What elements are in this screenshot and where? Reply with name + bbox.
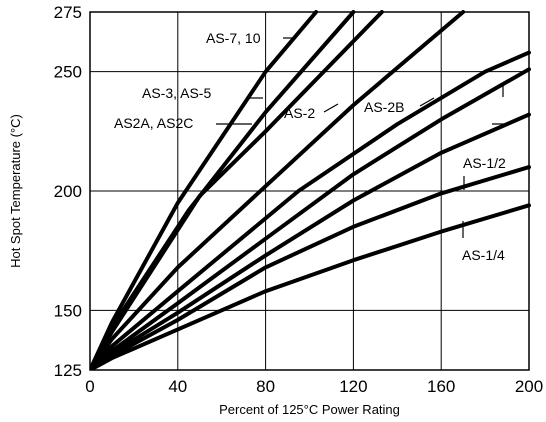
series-line — [90, 10, 384, 370]
y-tick-labels: 125 150 200 250 275 — [54, 3, 82, 380]
y-tick-label: 125 — [54, 361, 82, 380]
leader-line — [323, 103, 339, 113]
series-curves — [90, 10, 531, 370]
series-label: AS-3, AS-5 — [142, 85, 211, 101]
series-label: AS-7, 10 — [206, 30, 261, 46]
series-line — [90, 112, 531, 370]
label-leaders — [216, 37, 510, 238]
x-tick-label: 0 — [85, 377, 94, 396]
x-tick-labels: 0 40 80 120 160 200 — [85, 377, 543, 396]
grid — [89, 11, 530, 371]
y-tick-label: 250 — [54, 63, 82, 82]
series-label: AS-1/2 — [463, 155, 506, 171]
x-tick-label: 200 — [515, 377, 543, 396]
series-labels: AS-7, 10 AS-3, AS-5 AS2A, AS2C AS-2 AS-2B AS-… — [114, 30, 506, 263]
leader-line — [419, 97, 435, 107]
x-axis-label: Percent of 125°C Power Rating — [219, 402, 400, 417]
x-tick-label: 160 — [427, 377, 455, 396]
series-line — [90, 165, 531, 370]
series-label: AS-2 — [284, 105, 315, 121]
series-label: AS-1/4 — [462, 247, 505, 263]
x-tick-label: 120 — [339, 377, 367, 396]
series-label: AS-2B — [364, 99, 404, 115]
y-tick-label: 200 — [54, 182, 82, 201]
y-tick-label: 275 — [54, 3, 82, 22]
x-tick-label: 80 — [256, 377, 275, 396]
plot-frame — [89, 11, 530, 371]
y-axis-label: Hot Spot Temperature (°C) — [8, 114, 23, 268]
series-line — [90, 10, 466, 370]
series-line — [90, 50, 531, 370]
y-tick-label: 150 — [54, 301, 82, 320]
series-line — [90, 203, 531, 370]
series-label: AS2A, AS2C — [114, 115, 193, 131]
series-line — [90, 67, 531, 370]
x-tick-label: 40 — [168, 377, 187, 396]
